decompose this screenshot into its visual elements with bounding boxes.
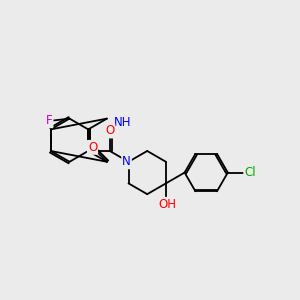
Text: O: O [88, 141, 97, 154]
Text: F: F [46, 114, 52, 127]
Text: N: N [122, 155, 131, 168]
Text: Cl: Cl [244, 166, 256, 179]
Text: O: O [105, 124, 114, 137]
Text: OH: OH [158, 198, 176, 211]
Text: NH: NH [114, 116, 131, 129]
